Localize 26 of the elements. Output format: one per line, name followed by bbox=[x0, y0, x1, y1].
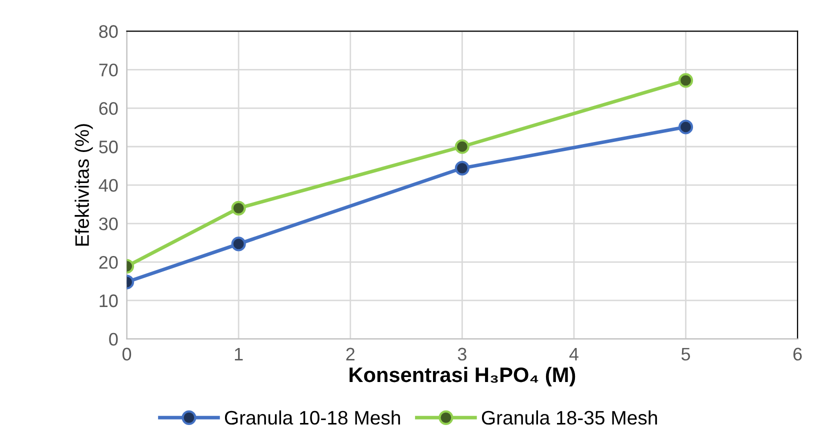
x-tick-label: 6 bbox=[793, 348, 802, 361]
x-tick-label: 0 bbox=[122, 348, 132, 361]
y-tick-label: 0 bbox=[109, 332, 118, 346]
y-tick-label: 20 bbox=[99, 256, 118, 269]
y-tick-label: 10 bbox=[100, 294, 118, 308]
x-tick-label: 1 bbox=[234, 348, 243, 360]
y-tick-label: 40 bbox=[98, 179, 118, 192]
point bbox=[678, 73, 694, 88]
x-tick-label: 3 bbox=[458, 348, 466, 361]
point bbox=[678, 120, 694, 134]
y-tick-label: 80 bbox=[99, 25, 118, 38]
x-tick-label: 5 bbox=[681, 348, 690, 361]
legend-label: Granula 18-35 Mesh bbox=[482, 410, 657, 425]
y-tick-label: 50 bbox=[99, 140, 118, 154]
point bbox=[231, 236, 246, 252]
x-tick-label: 2 bbox=[346, 348, 354, 360]
x-tick-label: 4 bbox=[569, 348, 578, 360]
y-axis-title: Efektivitas (%) bbox=[74, 124, 93, 246]
x-axis-title: Konsentrasi H₃PO₄ (M) bbox=[350, 366, 576, 386]
y-tick-label: 70 bbox=[99, 64, 118, 76]
legend-label: Granula 10-18 Mesh bbox=[224, 410, 400, 425]
y-tick-label: 60 bbox=[99, 102, 118, 115]
point bbox=[231, 200, 246, 216]
point bbox=[454, 160, 470, 176]
point bbox=[454, 139, 470, 154]
y-tick-label: 30 bbox=[99, 217, 118, 230]
